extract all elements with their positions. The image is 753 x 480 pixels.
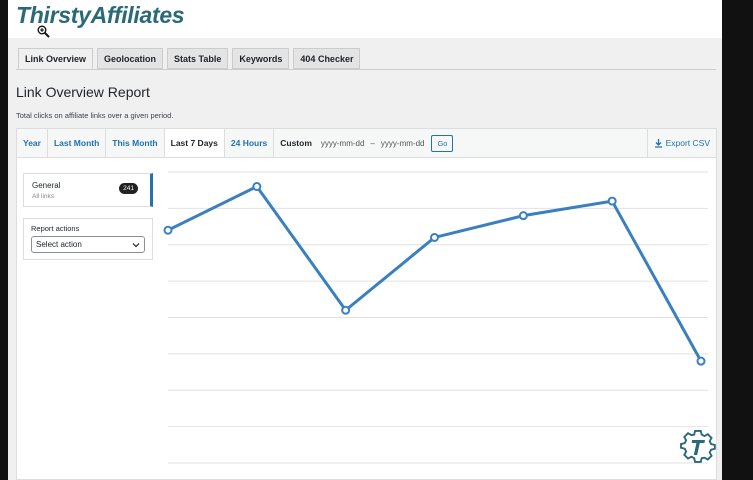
range-last-month[interactable]: Last Month	[48, 129, 107, 157]
data-point[interactable]	[341, 305, 351, 315]
download-icon	[654, 139, 662, 148]
export-csv-button[interactable]: Export CSV	[646, 129, 716, 157]
tab-geolocation[interactable]: Geolocation	[97, 48, 164, 69]
data-point[interactable]	[696, 356, 706, 366]
divider	[16, 69, 716, 70]
range-this-month[interactable]: This Month	[106, 129, 165, 157]
chevron-down-icon	[132, 242, 140, 247]
general-links-item[interactable]: General All links 241	[23, 173, 153, 207]
zoom-cursor-icon	[37, 25, 50, 38]
general-subtitle: All links	[32, 193, 55, 200]
top-bar: ThirstyAffiliates	[8, 0, 722, 38]
tab-link-overview[interactable]: Link Overview	[18, 48, 94, 69]
select-value: Select action	[36, 240, 82, 249]
report-tabs: Link Overview Geolocation Stats Table Ke…	[18, 48, 361, 69]
page-subtitle: Total clicks on affiliate links over a g…	[16, 111, 174, 120]
general-title: General	[32, 181, 61, 190]
go-button[interactable]: Go	[431, 134, 454, 152]
page-title: Link Overview Report	[16, 84, 150, 100]
date-from-input[interactable]: yyyy-mm-dd	[320, 138, 365, 148]
data-point[interactable]	[163, 225, 173, 235]
action-select[interactable]: Select action	[31, 236, 145, 253]
page: ThirstyAffiliates Link Overview Geolocat…	[8, 0, 722, 480]
tab-404-checker[interactable]: 404 Checker	[293, 48, 361, 69]
report-panel: Year Last Month This Month Last 7 Days 2…	[16, 128, 717, 480]
thirstyaffiliates-gear-logo-icon	[680, 429, 716, 463]
tab-keywords[interactable]: Keywords	[232, 48, 290, 69]
export-label: Export CSV	[665, 138, 710, 148]
series-line	[167, 184, 703, 362]
count-badge: 241	[119, 183, 138, 194]
logo: ThirstyAffiliates	[16, 2, 185, 28]
range-24-hours[interactable]: 24 Hours	[225, 129, 275, 157]
date-separator: –	[370, 138, 375, 148]
line-chart	[163, 171, 708, 464]
data-point[interactable]	[252, 182, 262, 192]
date-to-input[interactable]: yyyy-mm-dd	[380, 138, 425, 148]
range-custom: Custom	[280, 138, 312, 148]
data-point[interactable]	[430, 232, 439, 242]
data-point[interactable]	[518, 211, 528, 221]
range-year[interactable]: Year	[17, 129, 48, 157]
report-actions: Report actions Select action	[23, 218, 153, 260]
tab-stats-table[interactable]: Stats Table	[167, 48, 229, 69]
range-bar: Year Last Month This Month Last 7 Days 2…	[17, 129, 716, 158]
range-last-7-days[interactable]: Last 7 Days	[164, 129, 225, 157]
data-point[interactable]	[607, 196, 617, 206]
report-actions-label: Report actions	[31, 224, 80, 233]
